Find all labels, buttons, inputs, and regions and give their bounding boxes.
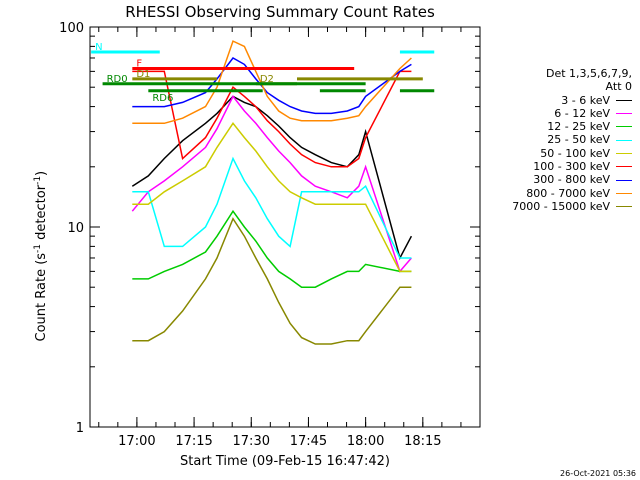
series-line-3 xyxy=(132,156,412,259)
series-line-8 xyxy=(132,217,412,345)
y-axis-label: Count Rate (s-1 detector-1) xyxy=(32,170,50,342)
series-line-2 xyxy=(132,209,412,288)
y-tick-label: 100 xyxy=(59,21,84,36)
timestamp: 26-Oct-2021 05:36 xyxy=(560,469,636,478)
legend-item-label: 12 - 25 keV xyxy=(547,120,610,134)
x-axis-label: Start Time (09-Feb-15 16:47:42) xyxy=(180,454,390,469)
annotation-label: F xyxy=(136,59,142,70)
legend-swatch xyxy=(616,152,632,154)
legend-item: 25 - 50 keV xyxy=(512,133,632,146)
annotation-label: N xyxy=(95,42,102,53)
x-tick-label: 17:15 xyxy=(175,434,212,449)
legend-swatch xyxy=(616,99,632,101)
legend-item-label: 300 - 800 keV xyxy=(533,173,610,187)
legend-item: 7000 - 15000 keV xyxy=(512,200,632,213)
annotation-label: RD6 xyxy=(152,93,173,104)
x-tick-label: 18:00 xyxy=(347,434,384,449)
series-line-6 xyxy=(132,57,412,115)
x-tick-label: 17:45 xyxy=(290,434,327,449)
legend-item: 50 - 100 keV xyxy=(512,147,632,160)
series-line-5 xyxy=(132,70,412,168)
chart-legend: Det 1,3,5,6,7,9, Att 0 3 - 6 keV 6 - 12 k… xyxy=(512,67,632,213)
series-line-7 xyxy=(132,40,412,125)
series-line-4 xyxy=(132,122,412,273)
legend-swatch xyxy=(616,192,632,194)
x-tick-label: 18:15 xyxy=(404,434,441,449)
legend-swatch xyxy=(616,126,632,128)
annotation-label: D2 xyxy=(260,74,274,85)
legend-item-label: 50 - 100 keV xyxy=(540,146,610,160)
legend-swatch xyxy=(616,113,632,115)
legend-item: 6 - 12 keV xyxy=(512,107,632,120)
legend-swatch xyxy=(616,166,632,168)
legend-item: 3 - 6 keV xyxy=(512,94,632,107)
annotation-label: RD0 xyxy=(107,74,128,85)
legend-item: 800 - 7000 keV xyxy=(512,187,632,200)
chart-title: RHESSI Observing Summary Count Rates xyxy=(125,3,435,21)
legend-swatch xyxy=(616,179,632,181)
legend-swatch xyxy=(616,139,632,141)
series-line-0 xyxy=(131,95,413,261)
plot-frame xyxy=(89,26,481,428)
legend-item: 100 - 300 keV xyxy=(512,160,632,173)
legend-item-label: 7000 - 15000 keV xyxy=(512,199,610,213)
x-tick-label: 17:00 xyxy=(118,434,155,449)
legend-item: 300 - 800 keV xyxy=(512,173,632,186)
y-tick-label: 1 xyxy=(76,421,84,436)
x-tick-label: 17:30 xyxy=(233,434,270,449)
legend-item: 12 - 25 keV xyxy=(512,120,632,133)
legend-header-line-2: Att 0 xyxy=(605,80,632,94)
annotation-label: D1 xyxy=(136,69,150,80)
legend-item-label: 3 - 6 keV xyxy=(561,93,610,107)
y-tick-label: 10 xyxy=(67,221,84,236)
legend-item-label: 800 - 7000 keV xyxy=(526,186,610,200)
legend-item-label: 6 - 12 keV xyxy=(554,106,610,120)
series-line-1 xyxy=(131,94,412,273)
legend-item-label: 100 - 300 keV xyxy=(533,160,610,174)
legend-swatch xyxy=(616,206,632,208)
legend-item-label: 25 - 50 keV xyxy=(547,133,610,147)
legend-header-line-1: Det 1,3,5,6,7,9, xyxy=(545,67,632,80)
